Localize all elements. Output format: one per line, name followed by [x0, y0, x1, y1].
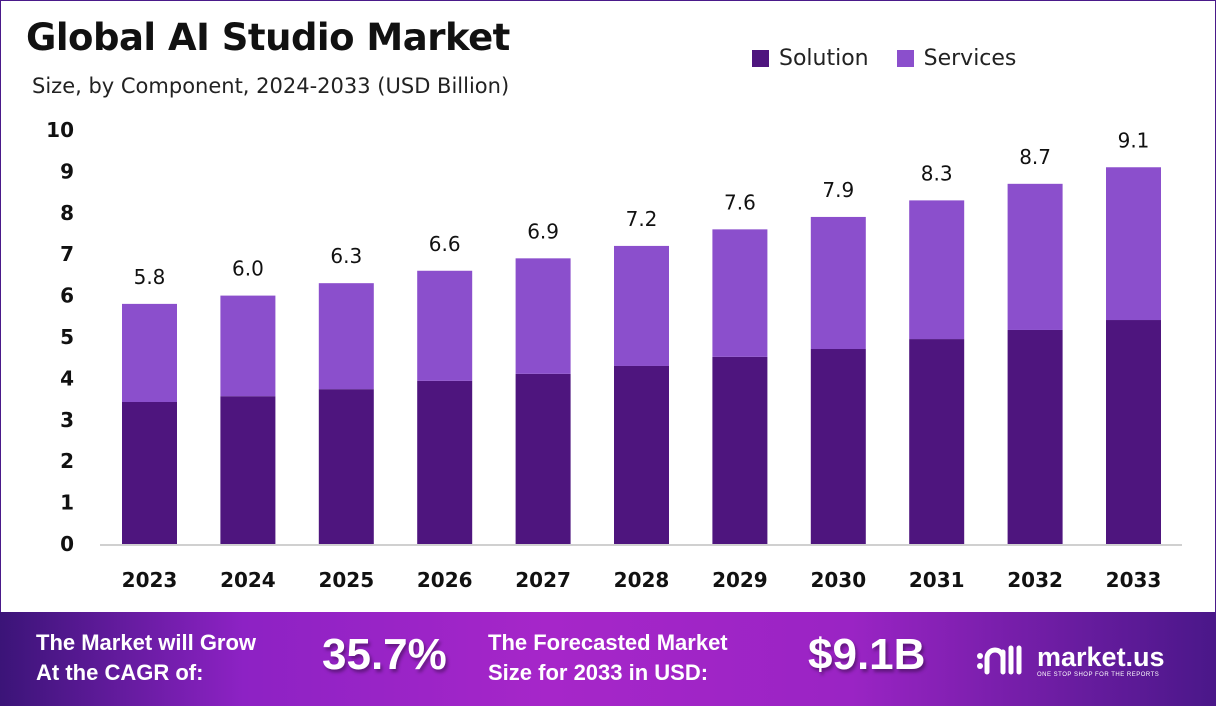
x-tick-label: 2030	[810, 568, 866, 592]
legend: Solution Services	[752, 46, 1016, 71]
y-tick-label: 1	[60, 491, 74, 515]
logo-name: market.us	[1037, 642, 1165, 672]
bar-services-2032	[1007, 183, 1063, 330]
chart-title: Global AI Studio Market	[26, 16, 510, 59]
total-label-2032: 8.7	[1019, 145, 1051, 169]
forecast-label: The Forecasted Market Size for 2033 in U…	[488, 628, 728, 688]
x-tick-label: 2027	[515, 568, 571, 592]
logo-tagline: ONE STOP SHOP FOR THE REPORTS	[1037, 672, 1160, 678]
y-tick-label: 4	[60, 366, 74, 390]
total-label-2028: 7.2	[626, 207, 658, 231]
legend-item-solution: Solution	[752, 46, 869, 71]
total-label-2031: 8.3	[921, 161, 953, 185]
bar-solution-2027	[515, 373, 571, 544]
total-label-2033: 9.1	[1118, 128, 1150, 152]
x-tick-label: 2033	[1106, 568, 1162, 592]
x-tick-label: 2023	[122, 568, 178, 592]
bar-solution-2023	[122, 401, 177, 544]
bar-chart: 0 1 2 3 4 5 6 7 8 9 10 5.8 2023 6.0 2024 6.3 2025 6.6 2026…	[46, 118, 1182, 592]
total-label-2023: 5.8	[134, 265, 166, 289]
market-us-logo-icon	[977, 645, 1022, 675]
y-tick-label: 2	[60, 449, 74, 473]
forecast-label-line2: Size for 2033 in USD:	[488, 660, 709, 685]
bar-solution-2031	[909, 339, 965, 544]
x-tick-label: 2025	[318, 568, 374, 592]
bar-services-2023	[122, 303, 177, 402]
bar-services-2025	[318, 283, 374, 390]
bar-services-2033	[1106, 167, 1161, 321]
y-tick-label: 7	[60, 242, 74, 266]
bar-solution-2025	[318, 389, 374, 544]
x-tick-label: 2026	[417, 568, 473, 592]
y-tick-label: 3	[60, 408, 74, 432]
cagr-value: 35.7%	[322, 630, 447, 679]
bar-solution-2024	[220, 396, 276, 544]
bar-solution-2030	[810, 349, 866, 544]
bar-services-2028	[614, 245, 669, 366]
bar-services-2027	[515, 258, 571, 374]
legend-swatch-services	[896, 50, 914, 67]
bar-solution-2033	[1106, 320, 1161, 544]
x-tick-label: 2024	[220, 568, 276, 592]
bar-solution-2026	[417, 380, 473, 544]
x-tick-label: 2029	[712, 568, 768, 592]
bar-services-2029	[712, 229, 768, 357]
forecast-value: $9.1B	[808, 630, 926, 679]
cagr-label-line2: At the CAGR of:	[36, 660, 204, 685]
cagr-label-line1: The Market will Grow	[36, 630, 257, 655]
total-label-2025: 6.3	[330, 244, 362, 268]
total-label-2027: 6.9	[527, 219, 559, 243]
y-tick-label: 6	[60, 284, 74, 308]
chart-subtitle: Size, by Component, 2024-2033 (USD Billi…	[32, 74, 510, 98]
y-tick-label: 10	[46, 118, 74, 142]
cagr-label: The Market will Grow At the CAGR of:	[36, 628, 256, 688]
legend-swatch-solution	[752, 50, 769, 67]
y-tick-label: 0	[60, 532, 74, 556]
y-tick-label: 9	[60, 159, 74, 183]
y-tick-label: 5	[60, 325, 74, 349]
bar-services-2026	[417, 270, 473, 381]
x-tick-label: 2031	[909, 568, 965, 592]
legend-item-services: Services	[896, 46, 1017, 71]
bar-solution-2029	[712, 356, 768, 544]
y-tick-label: 8	[60, 201, 74, 225]
x-tick-label: 2032	[1007, 568, 1063, 592]
bar-services-2031	[909, 200, 965, 340]
total-label-2024: 6.0	[232, 257, 264, 281]
total-label-2029: 7.6	[724, 190, 756, 214]
footer-banner: The Market will Grow At the CAGR of: 35.…	[0, 612, 1216, 706]
total-label-2030: 7.9	[822, 178, 854, 202]
forecast-label-line1: The Forecasted Market	[488, 630, 728, 655]
bar-solution-2028	[614, 365, 669, 544]
bar-services-2030	[810, 216, 866, 350]
legend-label-solution: Solution	[779, 46, 869, 71]
total-label-2026: 6.6	[429, 232, 461, 256]
bar-services-2024	[220, 295, 276, 397]
bar-solution-2032	[1007, 329, 1063, 544]
x-tick-label: 2028	[614, 568, 670, 592]
market-us-logo: market.us ONE STOP SHOP FOR THE REPORTS	[975, 642, 1165, 680]
legend-label-services: Services	[923, 46, 1017, 71]
